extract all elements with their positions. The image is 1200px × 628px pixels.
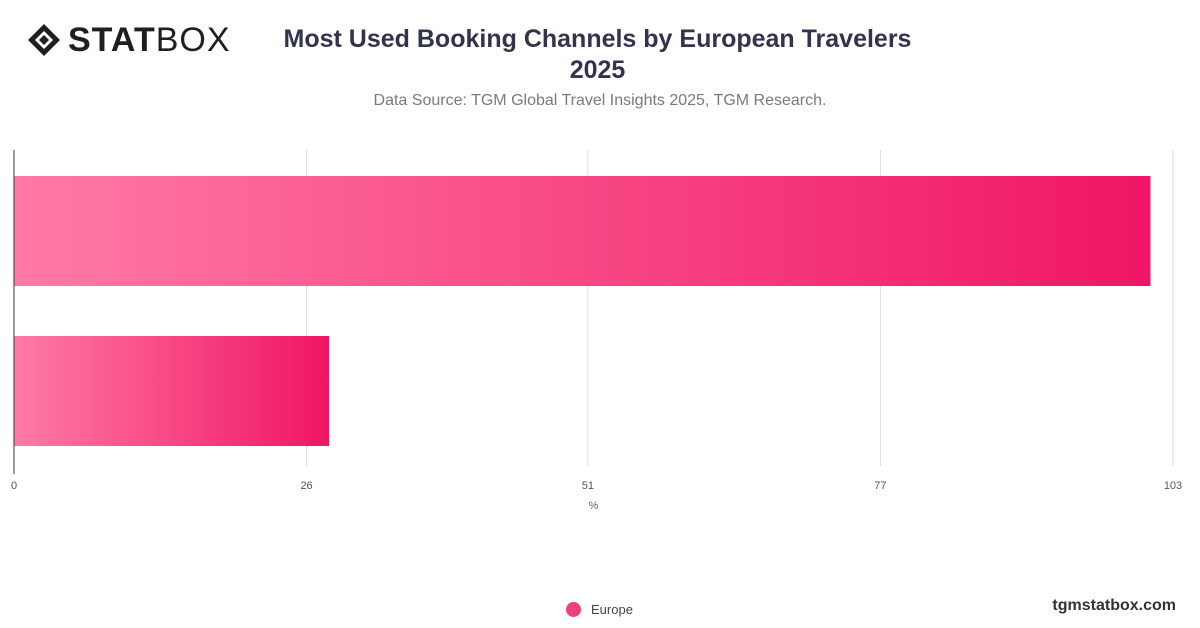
legend-label: Europe: [591, 602, 633, 617]
bar-europe-1: [14, 176, 1151, 286]
chart-title-line1: Most Used Booking Channels by European T…: [283, 25, 912, 53]
x-tick-label: 103: [1164, 480, 1182, 492]
x-tick-label: 77: [874, 480, 886, 492]
bar-europe-2: [14, 336, 330, 446]
bars: [14, 176, 1151, 446]
x-tick-label: 51: [582, 480, 594, 492]
chart-subtitle: Data Source: TGM Global Travel Insights …: [373, 92, 827, 109]
x-tick-label: 0: [11, 480, 17, 492]
logo-wordmark-light: BOX: [155, 21, 231, 59]
x-axis-label: %: [589, 500, 599, 512]
chart-title: Most Used Booking Channels by European T…: [250, 24, 945, 86]
x-tick-label: 26: [300, 480, 312, 492]
logo-wordmark-bold: STAT: [68, 21, 156, 59]
logo-wordmark: STATBOX: [68, 22, 231, 58]
diamond-logo-icon: [28, 24, 60, 56]
legend-swatch: [566, 602, 581, 617]
chart-title-line2: 2025: [569, 56, 626, 84]
x-tick-labels: 0 26 51 77 103: [11, 480, 1182, 492]
watermark: tgmstatbox.com: [1052, 597, 1176, 614]
legend: Europe: [566, 602, 633, 617]
statbox-logo: STATBOX: [26, 22, 231, 58]
